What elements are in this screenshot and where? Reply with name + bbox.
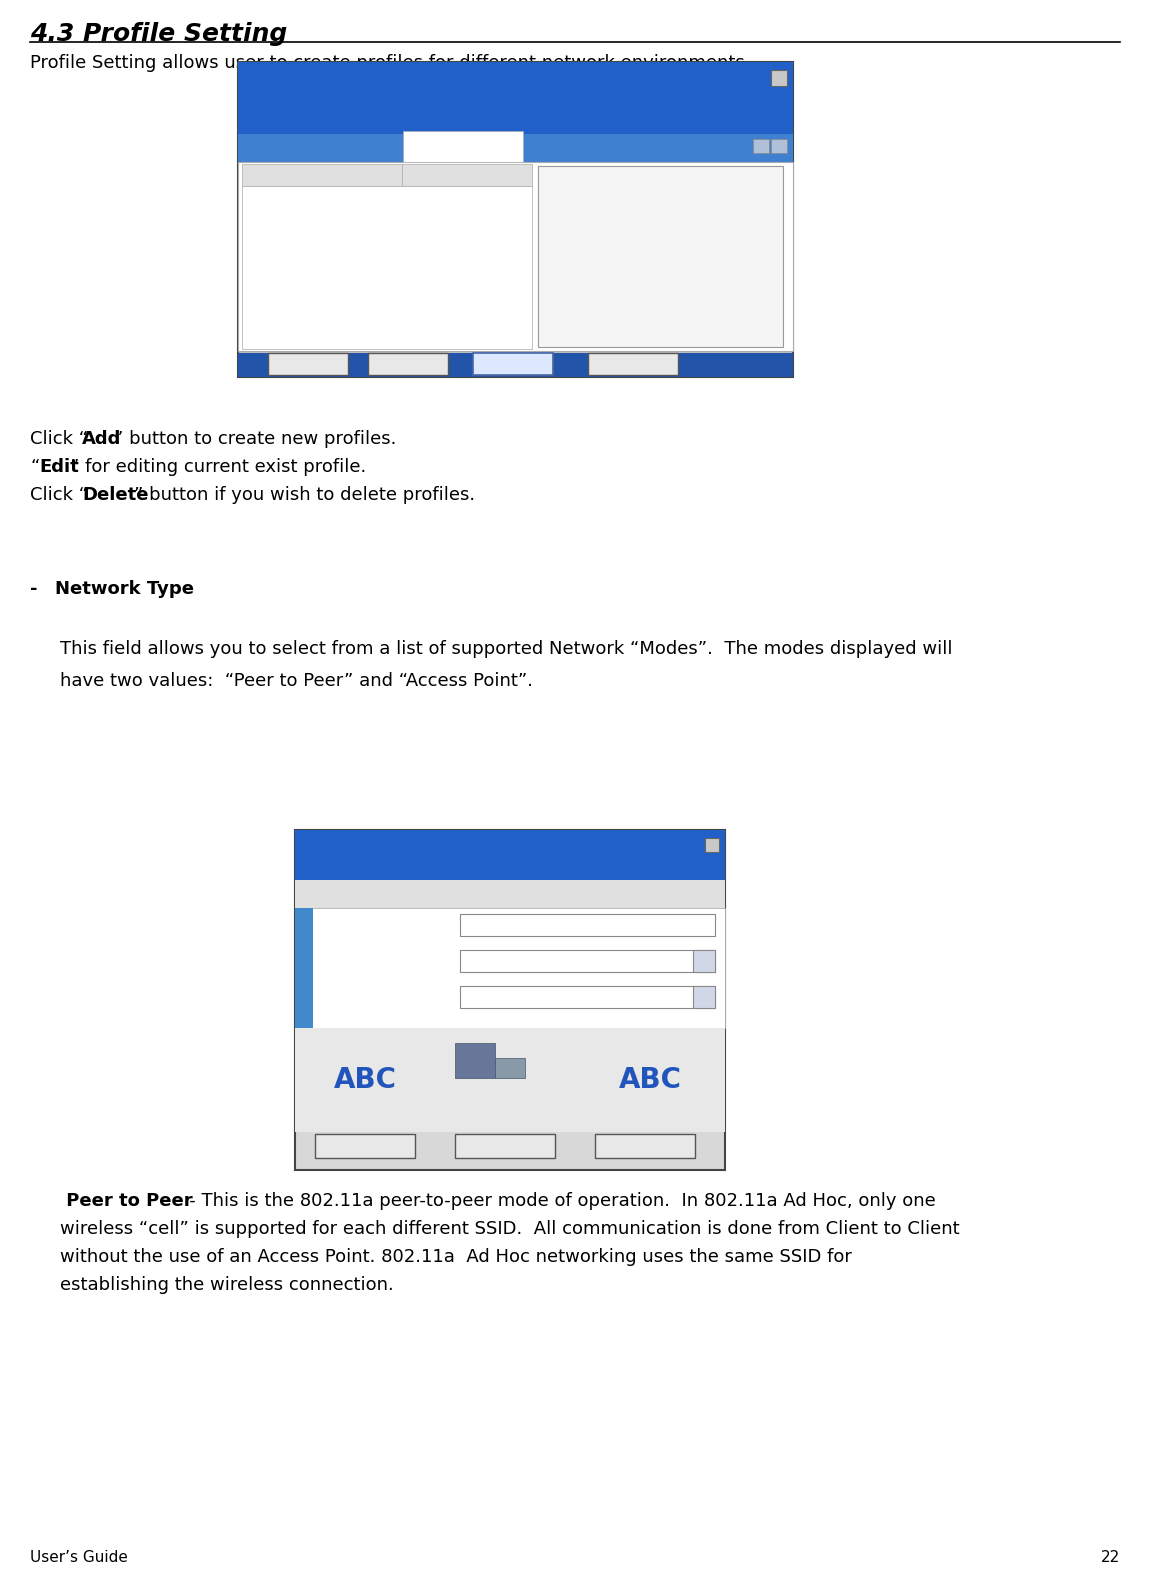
Bar [238,162,793,352]
Text: – Site Information–: – Site Information– [543,171,647,181]
Text: About: About [558,139,586,149]
Bar [296,830,724,881]
Text: ” for editing current exist profile.: ” for editing current exist profile. [70,458,366,477]
Text: Click “: Click “ [30,486,89,504]
Bar [770,70,787,86]
Text: This field allows you to select from a list of supported Network “Modes”.  The m: This field allows you to select from a l… [60,640,952,657]
Text: Delete: Delete [82,486,148,504]
Text: Peer to Peer: Peer to Peer [60,1193,193,1210]
Text: - This is the 802.11a peer-to-peer mode of operation.  In 802.11a Ad Hoc, only o: - This is the 802.11a peer-to-peer mode … [172,1193,936,1210]
Text: ABC: ABC [334,1066,397,1095]
Text: Exit: Exit [634,1137,657,1152]
Text: Edit: Edit [396,356,420,369]
Bar [460,950,715,973]
Text: On: On [628,234,644,244]
Text: ?: ? [538,139,544,149]
Text: Network Name :: Network Name : [325,916,421,928]
Text: ” button to create new profiles.: ” button to create new profiles. [114,429,397,448]
Text: Network Name: Network Name [408,166,491,177]
Text: User’s Guide: User’s Guide [30,1551,128,1565]
Bar [538,166,783,347]
Text: have two values:  “Peer to Peer” and “Access Point”.: have two values: “Peer to Peer” and “Acc… [60,672,532,691]
Text: 22: 22 [1101,1551,1120,1565]
Bar [268,353,348,375]
Bar [238,353,793,377]
Text: wireless “cell” is supported for each different SSID.  All communication is done: wireless “cell” is supported for each di… [60,1220,959,1239]
Text: Edit: Edit [39,458,78,477]
Bar [770,139,787,154]
Bar [595,1134,695,1158]
Bar [455,1042,494,1079]
Text: On: On [623,257,639,266]
Text: ↕  Access Point: ↕ Access Point [465,954,555,966]
Text: Profile Setting allows user to create profiles for different network environment: Profile Setting allows user to create pr… [30,54,751,71]
Bar [693,950,715,973]
Text: Add: Add [296,356,320,369]
Bar [238,135,793,162]
Text: establishing the wireless connection.: establishing the wireless connection. [60,1277,393,1294]
Text: Wireless: Wireless [482,81,549,93]
Bar [238,62,793,135]
Text: X: X [708,840,715,849]
Text: ▼: ▼ [700,954,707,965]
Text: Access Point: Access Point [632,190,703,200]
Text: Connect: Connect [607,356,659,369]
Text: ▼: ▼ [700,990,707,1000]
Bar [402,165,532,185]
Text: Add: Add [82,429,122,448]
Text: Profile Name: Profile Name [248,166,320,177]
Text: Network Type :: Network Type : [325,952,413,965]
Bar [455,1134,555,1158]
Text: IP Setting :: IP Setting : [554,257,619,266]
Text: ◀: ◀ [757,139,764,150]
Bar [588,353,678,375]
Bar [238,62,793,377]
Text: ▶: ▶ [774,139,782,150]
Bar [460,914,715,936]
Text: Profile Setting: Profile Setting [466,885,554,898]
Text: Back: Back [350,1137,381,1152]
Bar [460,985,715,1007]
Text: Transfer Rate :: Transfer Rate : [325,988,412,1001]
Text: Channel : 1: Channel : 1 [564,212,627,222]
Bar [473,353,553,375]
Text: X: X [776,71,782,81]
Text: “: “ [30,458,39,477]
Bar [242,185,532,348]
Bar [705,838,719,852]
Bar [296,830,724,1171]
Text: Delete: Delete [492,356,534,369]
Bar [242,165,402,185]
Text: Available Networks: Available Networks [248,139,342,149]
Bar [402,131,523,162]
Text: -: - [30,580,38,599]
Bar [693,985,715,1007]
Text: Next: Next [490,1137,520,1152]
Bar [296,908,724,1028]
Text: ⇄  Automatic: ⇄ Automatic [465,988,543,1003]
Bar [473,353,553,375]
Text: Monitor: Monitor [467,847,553,866]
Text: Encryption :: Encryption : [555,234,627,244]
Bar [296,881,724,908]
Text: ✎ Profile Setting: ✎ Profile Setting [416,138,514,147]
Text: Wireless: Wireless [480,836,540,849]
Bar [753,139,769,154]
Text: Click “: Click “ [30,429,89,448]
Bar [296,1028,724,1133]
Text: test: test [465,917,488,930]
Bar [368,353,448,375]
Text: Monitor: Monitor [466,92,564,112]
Bar [494,1058,526,1079]
Bar [296,908,313,1028]
Text: Network Type :: Network Type : [550,190,636,200]
Text: Network Type: Network Type [55,580,194,599]
Text: ABC: ABC [619,1066,682,1095]
Text: without the use of an Access Point. 802.11a  Ad Hoc networking uses the same SSI: without the use of an Access Point. 802.… [60,1248,852,1266]
Bar [315,1134,415,1158]
Text: 4.3 Profile Setting: 4.3 Profile Setting [30,22,288,46]
Text: ” button if you wish to delete profiles.: ” button if you wish to delete profiles. [135,486,475,504]
